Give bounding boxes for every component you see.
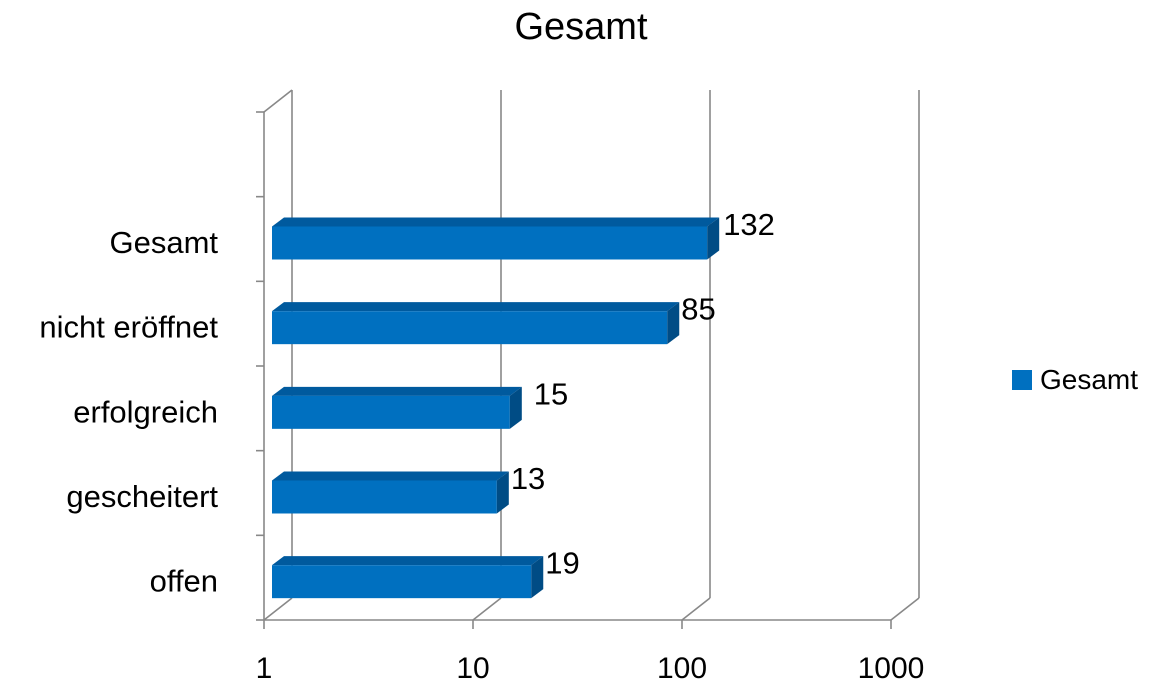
bar-side [707, 217, 720, 260]
chart-title: Gesamt [514, 6, 648, 48]
x-tick-label: 1000 [858, 652, 925, 685]
legend: Gesamt [1012, 364, 1138, 396]
x-tick-label: 100 [657, 652, 707, 685]
bar-side [667, 302, 680, 345]
bar-side [531, 556, 544, 599]
y-axis-depth [263, 89, 293, 113]
category-label: nicht eröffnet [39, 310, 218, 345]
data-label: 85 [681, 292, 715, 327]
bar-side [496, 471, 509, 514]
category-label: offen [150, 564, 218, 599]
data-label: 19 [545, 546, 579, 581]
bar [272, 311, 668, 345]
bar-top [272, 556, 544, 566]
bar-side [509, 386, 522, 429]
bar-top [272, 386, 522, 396]
bar [272, 565, 532, 599]
floor-gridline [890, 597, 920, 621]
x-tick-label: 10 [456, 652, 489, 685]
bar [272, 395, 510, 429]
x-tick-label: 1 [256, 652, 273, 685]
floor-gridline [263, 597, 293, 621]
category-label: erfolgreich [73, 394, 218, 429]
category-label: Gesamt [109, 225, 218, 260]
bar [272, 226, 708, 260]
floor-gridline [681, 597, 711, 621]
data-label: 132 [723, 207, 775, 242]
data-label: 13 [511, 461, 545, 496]
legend-label: Gesamt [1040, 364, 1139, 395]
legend-swatch [1012, 370, 1032, 390]
data-label: 15 [534, 376, 568, 411]
category-label: gescheitert [66, 479, 218, 514]
bar-top [272, 302, 680, 312]
floor-gridline [472, 597, 502, 621]
bar-top [272, 217, 720, 227]
bar-top [272, 471, 509, 481]
bar [272, 480, 497, 514]
